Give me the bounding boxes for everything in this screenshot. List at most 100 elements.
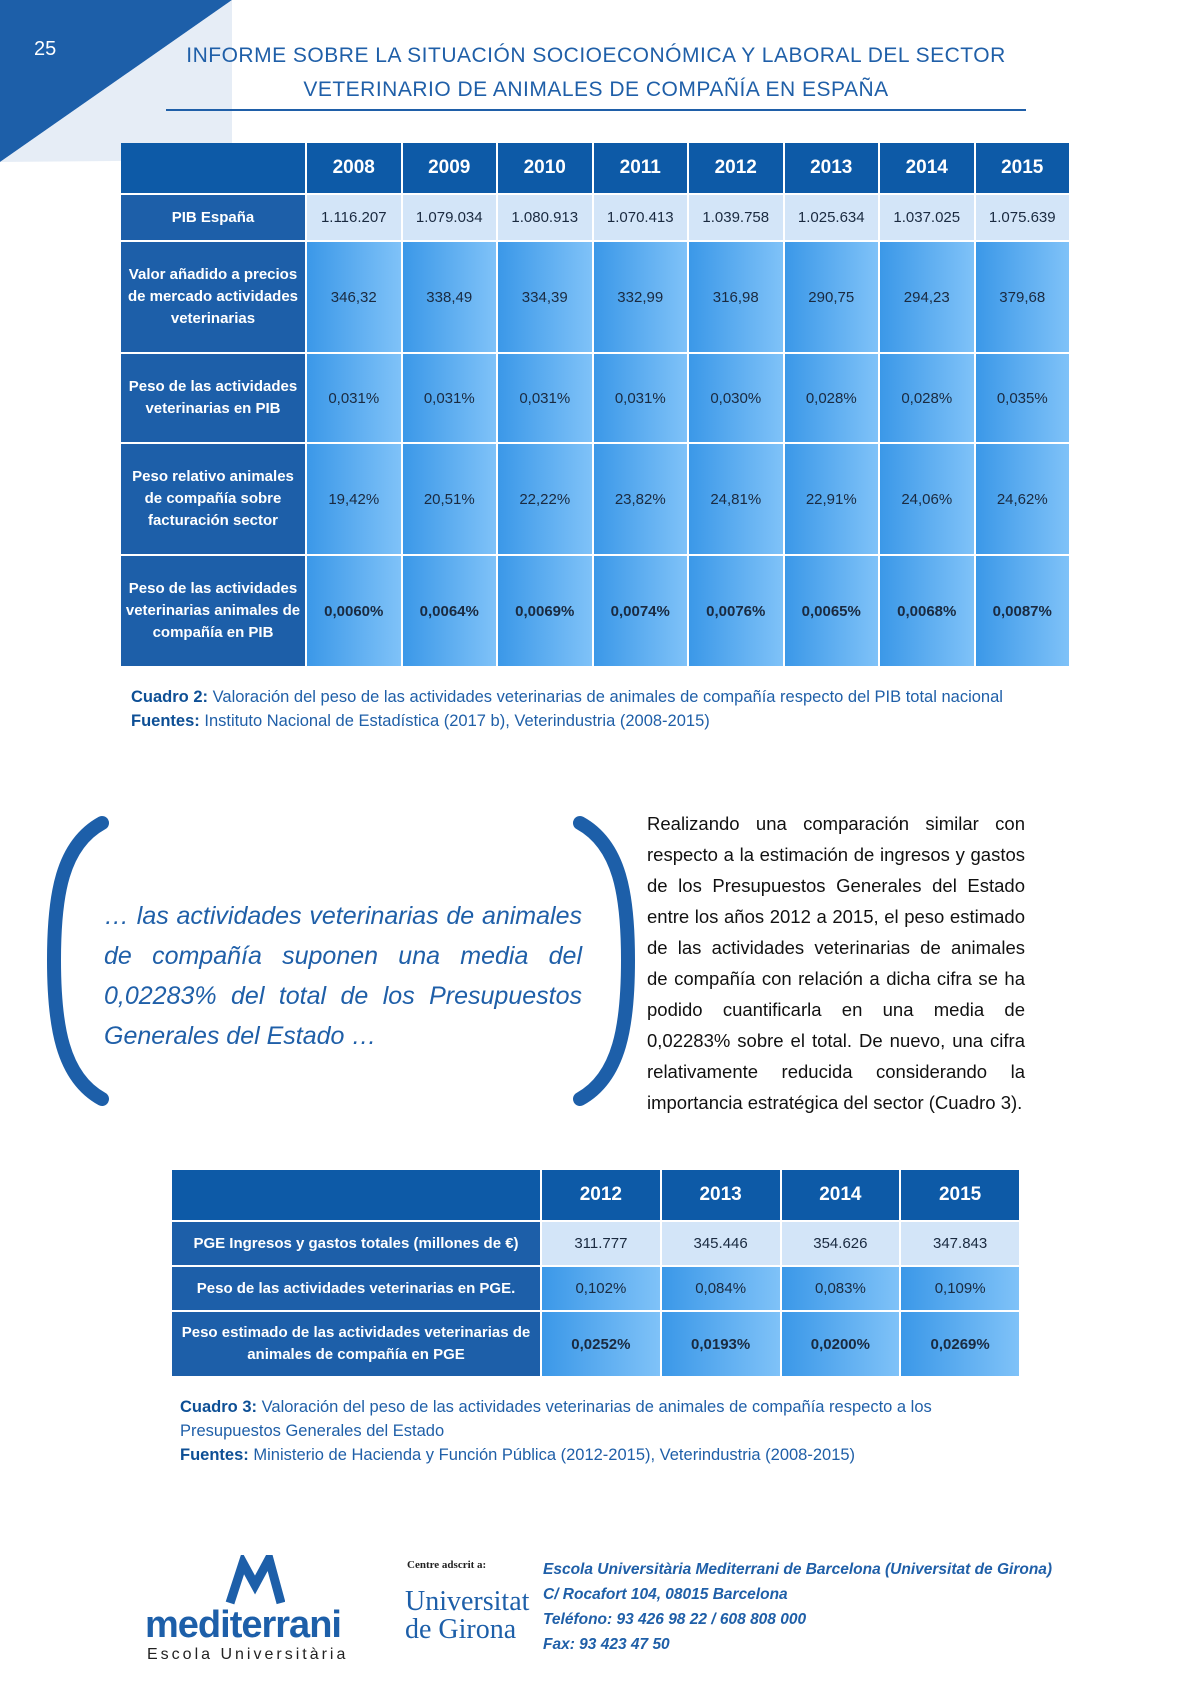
cell: 24,81%: [689, 444, 783, 554]
cell: 22,22%: [498, 444, 592, 554]
caption-label: Cuadro 3:: [180, 1398, 258, 1416]
cell: 290,75: [784, 242, 878, 352]
table-1: 2008 2009 2010 2011 2012 2013 2014 2015 PIB Espa…: [119, 141, 1071, 668]
right-bracket: [573, 816, 636, 1106]
cell: 0,0087%: [975, 556, 1069, 666]
cell: 1.039.758: [689, 195, 783, 240]
cell: 0,0193%: [661, 1312, 780, 1376]
column-header: 2015: [975, 143, 1069, 193]
address-line: Teléfono: 93 426 98 22 / 608 808 000: [543, 1611, 807, 1628]
corner-shade: [0, 0, 232, 162]
university: Universitat de Girona: [405, 1588, 529, 1644]
university-line: Universitat: [405, 1586, 530, 1617]
left-bracket: [46, 816, 109, 1106]
cell: 346,32: [307, 242, 401, 352]
column-header: 2013: [784, 143, 878, 193]
row-label: Valor añadido a precios de mercado activ…: [121, 242, 305, 352]
column-header: 2011: [593, 143, 687, 193]
cell: 0,035%: [975, 354, 1069, 442]
cell: 0,028%: [880, 354, 974, 442]
address-line: Fax: 93 423 47 50: [543, 1636, 670, 1653]
corner-cell: [121, 143, 305, 193]
table-row: Peso estimado de las actividades veterin…: [172, 1312, 1019, 1376]
row-label: Peso de las actividades veterinarias en …: [121, 354, 305, 442]
column-header: 2009: [402, 143, 496, 193]
cell: 379,68: [975, 242, 1069, 352]
sources-text: Ministerio de Hacienda y Función Pública…: [253, 1446, 856, 1464]
table-row: Peso de las actividades veterinarias ani…: [121, 556, 1069, 666]
cell: 0,0076%: [689, 556, 783, 666]
corner-cell: [172, 1170, 540, 1220]
table-2: 2012 2013 2014 2015 PGE Ingresos y gastos to…: [170, 1168, 1021, 1378]
cell: 0,0068%: [880, 556, 974, 666]
cell: 24,62%: [975, 444, 1069, 554]
column-header: 2008: [307, 143, 401, 193]
cell: 22,91%: [784, 444, 878, 554]
table-row: Valor añadido a precios de mercado activ…: [121, 242, 1069, 352]
row-label: Peso de las actividades veterinarias en …: [172, 1267, 540, 1310]
address-line: Escola Universitària Mediterrani de Barc…: [543, 1561, 1053, 1578]
pull-quote: … las actividades veterinarias de animal…: [104, 902, 582, 1050]
cell: 0,0252%: [542, 1312, 660, 1376]
cell: 1.037.025: [880, 195, 974, 240]
quote-brackets: [46, 816, 636, 1106]
row-label: Peso relativo animales de compañía sobre…: [121, 444, 305, 554]
cell: 311.777: [542, 1222, 660, 1265]
cell: 0,0065%: [784, 556, 878, 666]
logo-mark: [225, 1555, 285, 1605]
header-rule: [166, 109, 1026, 111]
cell: 0,0200%: [781, 1312, 900, 1376]
caption-text: Valoración del peso de las actividades v…: [180, 1398, 932, 1440]
logo-subtitle: Escola Universitària: [147, 1646, 349, 1663]
cell: 0,0064%: [402, 556, 496, 666]
cell: 1.070.413: [593, 195, 687, 240]
sources-text: Instituto Nacional de Estadística (2017 …: [204, 712, 710, 730]
cell: 0,031%: [402, 354, 496, 442]
cell: 345.446: [661, 1222, 780, 1265]
row-label: PGE Ingresos y gastos totales (millones …: [172, 1222, 540, 1265]
cell: 0,028%: [784, 354, 878, 442]
column-header: 2014: [781, 1170, 900, 1220]
table-row: Peso relativo animales de compañía sobre…: [121, 444, 1069, 554]
column-header: 2012: [689, 143, 783, 193]
cell: 0,031%: [307, 354, 401, 442]
cell: 334,39: [498, 242, 592, 352]
logo-m: [225, 1555, 285, 1605]
cell: 0,0060%: [307, 556, 401, 666]
cell: 0,084%: [661, 1267, 780, 1310]
adscrit: Centre adscrit a:: [407, 1559, 487, 1571]
cell: 0,031%: [593, 354, 687, 442]
cell: 338,49: [402, 242, 496, 352]
caption-text: Valoración del peso de las actividades v…: [212, 688, 1003, 706]
table-row: Peso de las actividades veterinarias en …: [172, 1267, 1019, 1310]
header-row: 2012 2013 2014 2015: [172, 1170, 1019, 1220]
page-number: 25: [34, 38, 57, 60]
column-header: 2015: [901, 1170, 1019, 1220]
header-title: INFORME SOBRE LA SITUACIÓN SOCIOECONÓMIC…: [186, 44, 1006, 67]
table-row: PGE Ingresos y gastos totales (millones …: [172, 1222, 1019, 1265]
cell: 23,82%: [593, 444, 687, 554]
cell: 0,030%: [689, 354, 783, 442]
caption-2: Cuadro 3: Valoración del peso de las act…: [180, 1395, 1030, 1467]
cell: 0,031%: [498, 354, 592, 442]
caption-label: Cuadro 2:: [131, 688, 209, 706]
cell: 19,42%: [307, 444, 401, 554]
cell: 316,98: [689, 242, 783, 352]
cell: 332,99: [593, 242, 687, 352]
sources-label: Fuentes:: [180, 1446, 249, 1464]
table-row: Peso de las actividades veterinarias en …: [121, 354, 1069, 442]
cell: 1.025.634: [784, 195, 878, 240]
header-title: VETERINARIO DE ANIMALES DE COMPAÑÍA EN E…: [303, 78, 889, 101]
logo-name: mediterrani: [145, 1604, 342, 1646]
cell: 1.075.639: [975, 195, 1069, 240]
corner-decoration: [0, 0, 232, 162]
cell: 1.080.913: [498, 195, 592, 240]
cell: 0,102%: [542, 1267, 660, 1310]
cell: 1.116.207: [307, 195, 401, 240]
cell: 0,083%: [781, 1267, 900, 1310]
cell: 1.079.034: [402, 195, 496, 240]
cell: 0,0069%: [498, 556, 592, 666]
cell: 347.843: [901, 1222, 1019, 1265]
